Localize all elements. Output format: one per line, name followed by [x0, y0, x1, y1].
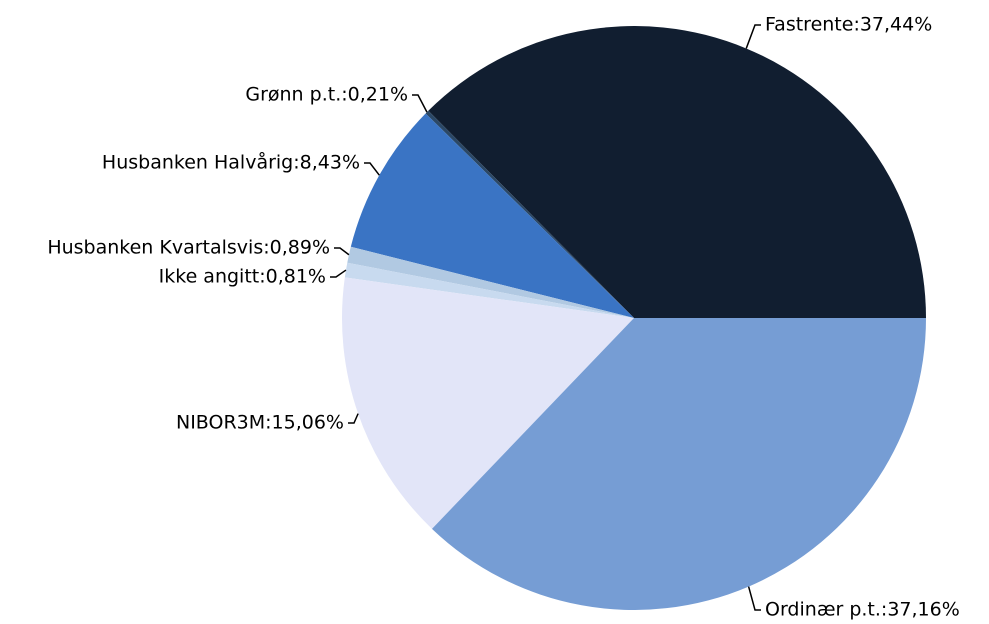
- pie-slice: [342, 277, 634, 529]
- slice-label: Husbanken Kvartalsvis:0,89%: [47, 237, 330, 259]
- leader-line: [747, 586, 761, 611]
- leader-line: [330, 269, 347, 278]
- slice-label: NIBOR3M:15,06%: [176, 412, 344, 434]
- leader-line: [348, 413, 359, 424]
- slice-label: Ordinær p.t.:37,16%: [765, 599, 960, 621]
- pie-slice: [350, 113, 634, 318]
- leader-line: [745, 24, 761, 49]
- pie-slice: [347, 246, 634, 318]
- leader-line: [334, 247, 350, 256]
- pie-slice: [431, 318, 926, 611]
- pie-slice: [344, 262, 634, 318]
- slice-label: Ikke angitt:0,81%: [159, 266, 326, 288]
- pie-slice: [425, 110, 634, 318]
- slice-label: Fastrente:37,44%: [765, 14, 932, 36]
- slice-label: Grønn p.t.:0,21%: [245, 84, 408, 106]
- slice-label: Husbanken Halvårig:8,43%: [102, 151, 360, 174]
- leader-line: [364, 162, 380, 176]
- leader-line: [412, 94, 428, 113]
- pie-slice: [428, 25, 927, 319]
